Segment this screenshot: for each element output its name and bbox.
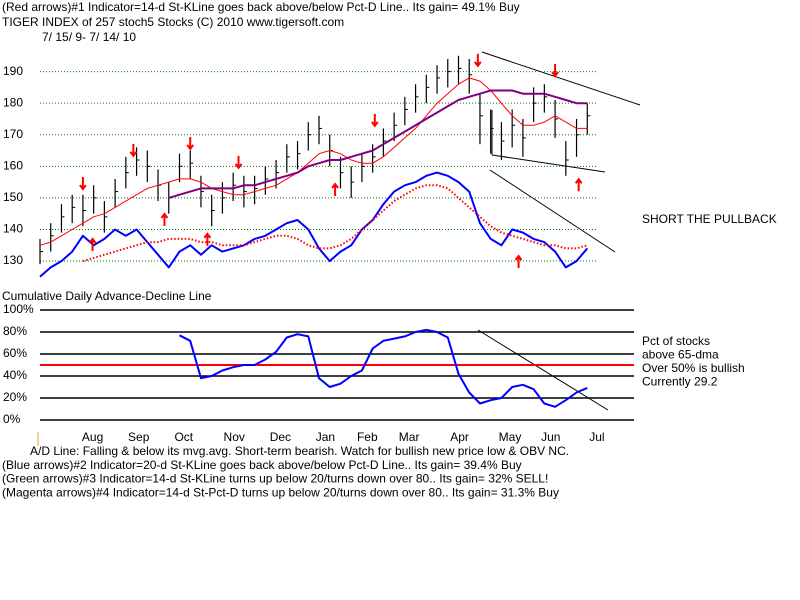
arrow bbox=[129, 143, 138, 158]
date-range: 7/ 15/ 9- 7/ 14/ 10 bbox=[42, 30, 136, 44]
note: A/D Line: Falling & below its mvg.avg. S… bbox=[30, 444, 569, 458]
annotation: above 65-dma bbox=[642, 348, 719, 362]
series-line bbox=[39, 171, 589, 278]
arrow bbox=[160, 212, 169, 226]
arrow bbox=[371, 113, 379, 128]
subtitle: TIGER INDEX of 257 stoch5 Stocks (C) 201… bbox=[2, 15, 344, 29]
y-tick-label: 180 bbox=[3, 95, 23, 109]
y-tick-label: 0% bbox=[3, 412, 21, 426]
arrow bbox=[88, 237, 97, 251]
note: (Blue arrows)#2 Indicator=20-d St-KLine … bbox=[2, 458, 522, 472]
arrow bbox=[234, 155, 243, 170]
x-tick-label: Oct bbox=[174, 430, 193, 444]
x-tick-label: Sep bbox=[128, 430, 150, 444]
note: (Magenta arrows)#4 Indicator=14-d St-Pct… bbox=[2, 485, 559, 499]
arrow bbox=[514, 254, 523, 268]
y-tick-label: 190 bbox=[3, 64, 23, 78]
annotation: Currently 29.2 bbox=[642, 375, 718, 389]
x-tick-label: May bbox=[499, 430, 522, 444]
x-tick-label: Aug bbox=[82, 430, 103, 444]
x-tick-label: Jun bbox=[541, 430, 560, 444]
y-tick-label: 150 bbox=[3, 190, 23, 204]
arrow bbox=[551, 64, 559, 78]
series-line bbox=[179, 328, 588, 408]
trend-line bbox=[477, 329, 609, 411]
trend-line bbox=[481, 51, 641, 106]
trend-line bbox=[491, 154, 606, 173]
annotation: SHORT THE PULLBACK bbox=[642, 212, 777, 226]
arrow bbox=[574, 177, 583, 192]
arrow bbox=[79, 177, 87, 191]
arrow bbox=[203, 232, 212, 246]
panel-title: Cumulative Daily Advance-Decline Line bbox=[2, 289, 212, 303]
y-tick-label: 130 bbox=[3, 253, 23, 267]
trend-lines bbox=[477, 51, 641, 411]
arrow bbox=[474, 53, 482, 68]
x-tick-label: Jan bbox=[316, 430, 335, 444]
x-tick-label: Apr bbox=[450, 430, 469, 444]
trend-line bbox=[489, 169, 616, 253]
x-tick-label: Mar bbox=[399, 430, 420, 444]
y-tick-label: 80% bbox=[3, 324, 27, 338]
series-line bbox=[168, 89, 588, 199]
title: (Red arrows)#1 Indicator=14-d St-KLine g… bbox=[2, 0, 520, 14]
series-line bbox=[39, 77, 588, 246]
annotation: Over 50% is bullish bbox=[642, 361, 745, 375]
y-tick-label: 60% bbox=[3, 346, 27, 360]
y-tick-label: 40% bbox=[3, 368, 27, 382]
y-tick-label: 20% bbox=[3, 390, 27, 404]
x-tick-label: Dec bbox=[270, 430, 291, 444]
x-tick-label: Jul bbox=[589, 430, 604, 444]
arrow bbox=[331, 182, 339, 196]
x-tick-label: Nov bbox=[224, 430, 245, 444]
arrow bbox=[186, 136, 195, 151]
y-tick-label: 140 bbox=[3, 222, 23, 236]
y-tick-label: 160 bbox=[3, 158, 23, 172]
y-tick-label: 100% bbox=[3, 302, 34, 316]
note: (Green arrows)#3 Indicator=14-d St-KLine… bbox=[2, 472, 548, 486]
x-tick-label: Feb bbox=[357, 430, 378, 444]
y-tick-label: 170 bbox=[3, 127, 23, 141]
annotation: Pct of stocks bbox=[642, 334, 710, 348]
